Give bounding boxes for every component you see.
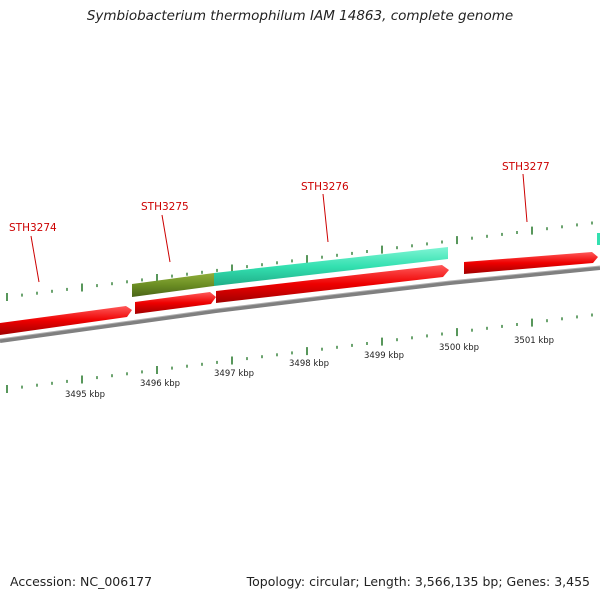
cyan-feature-segment[interactable]	[214, 247, 448, 286]
scale-label-3499: 3499 kbp	[364, 351, 404, 361]
scale-label-3500: 3500 kbp	[439, 343, 479, 353]
cyan-feature-edge[interactable]	[597, 233, 600, 245]
genome-summary: Topology: circular; Length: 3,566,135 bp…	[246, 574, 590, 589]
gene-label-sth3276[interactable]: STH3276	[301, 181, 349, 193]
scale-label-3498: 3498 kbp	[289, 359, 329, 369]
leader-line-sth3275	[161, 214, 171, 263]
scale-label-3495: 3495 kbp	[65, 390, 105, 400]
gene-label-sth3275[interactable]: STH3275	[141, 201, 189, 213]
gene-arrow-sth3275[interactable]	[135, 292, 216, 314]
genome-backbone	[0, 266, 600, 343]
gene-label-sth3277[interactable]: STH3277	[502, 161, 550, 173]
gene-arrow-sth3276[interactable]	[216, 265, 449, 303]
genome-backbone-highlight	[0, 265, 600, 340]
leader-line-sth3277	[522, 173, 528, 223]
gene-label-sth3274[interactable]: STH3274	[9, 222, 57, 234]
scale-label-3497: 3497 kbp	[214, 369, 254, 379]
gene-arrow-sth3274[interactable]	[0, 306, 132, 335]
leader-line-sth3274	[30, 235, 40, 283]
olive-feature-segment[interactable]	[132, 273, 214, 297]
map-title: Symbiobacterium thermophilum IAM 14863, …	[86, 8, 514, 24]
scale-label-3496: 3496 kbp	[140, 379, 180, 389]
scale-tick-track	[6, 313, 593, 393]
accession-label: Accession: NC_006177	[10, 574, 153, 589]
gene-arrow-sth3277[interactable]	[464, 252, 598, 274]
leader-line-sth3276	[322, 193, 329, 243]
scale-label-3501: 3501 kbp	[514, 336, 554, 346]
